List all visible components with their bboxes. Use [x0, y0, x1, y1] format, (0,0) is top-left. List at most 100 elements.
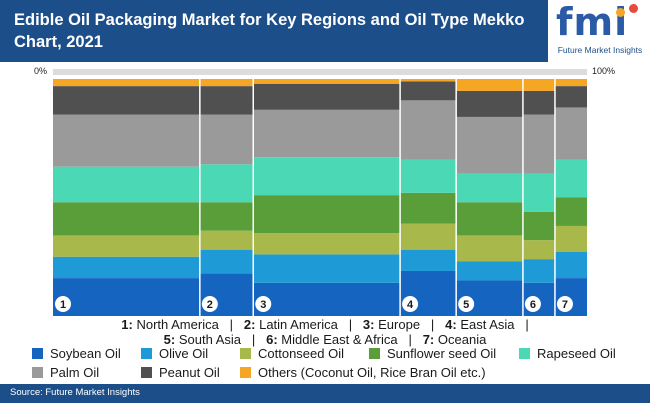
bar-segment-col5-series6 — [456, 116, 523, 174]
bar-segment-col6-series8 — [522, 79, 555, 91]
bar-segment-col1-series3 — [53, 235, 200, 257]
bar-segment-col7-series4 — [554, 197, 587, 226]
scale-start-label: 0% — [34, 66, 48, 76]
region-name-2: Latin America — [259, 317, 338, 332]
column-label-3: 3 — [260, 299, 266, 311]
legend-item-olive: Olive Oil — [141, 347, 208, 361]
legend-item-cottonseed: Cottonseed Oil — [240, 347, 344, 361]
region-num-6: 6 — [266, 332, 274, 347]
bar-segment-col6-series6 — [522, 114, 555, 174]
legend-swatch-olive — [141, 348, 152, 359]
bar-segment-col3-series3 — [253, 233, 401, 255]
logo-dot-orange — [616, 8, 625, 17]
region-name-7: Oceania — [437, 332, 487, 347]
bar-segment-col4-series3 — [400, 223, 457, 250]
region-key-line-2: 5: South Asia | 6: Middle East & Africa … — [163, 332, 487, 347]
bar-segment-col1-series4 — [53, 202, 200, 236]
bar-segment-col4-series4 — [400, 192, 457, 224]
legend-item-others: Others (Coconut Oil, Rice Bran Oil etc.) — [240, 366, 486, 380]
bar-segment-col3-series8 — [253, 79, 401, 84]
region-num-4: 4 — [445, 317, 453, 332]
bar-segment-col5-series2 — [456, 261, 523, 281]
fmi-logo: fmi Future Market Insights — [548, 0, 650, 62]
legend-label-olive: Olive Oil — [159, 346, 209, 361]
column-badge-1 — [55, 296, 71, 312]
bar-segment-col1-series2 — [53, 256, 200, 279]
legend-swatch-others — [240, 367, 251, 378]
scale-bar — [53, 69, 587, 75]
column-badge-7 — [556, 296, 573, 312]
region-name-1: North America — [136, 317, 219, 332]
legend-label-sunflower: Sunflower seed Oil — [387, 346, 497, 361]
bar-segment-col1-series6 — [53, 114, 200, 167]
column-badge-2 — [201, 296, 218, 312]
bar-segment-col1-series7 — [53, 86, 200, 115]
legend-label-peanut: Peanut Oil — [159, 365, 220, 380]
scale-end-label: 100% — [592, 66, 616, 76]
legend-label-palm: Palm Oil — [50, 365, 100, 380]
chart-title: Edible Oil Packaging Market for Key Regi… — [14, 11, 525, 51]
bar-segment-col5-series7 — [456, 90, 523, 117]
legend-swatch-sunflower — [369, 348, 380, 359]
bar-segment-col5-series5 — [456, 173, 523, 203]
bar-segment-col5-series4 — [456, 202, 523, 236]
column-label-4: 4 — [407, 299, 414, 311]
bar-segment-col3-series7 — [253, 83, 401, 110]
legend-item-peanut: Peanut Oil — [141, 366, 220, 380]
bar-segment-col2-series4 — [199, 202, 254, 231]
bar-segment-col2-series5 — [199, 164, 254, 203]
bar-segment-col3-series4 — [253, 195, 401, 234]
bar-segment-col7-series6 — [554, 107, 587, 160]
region-name-5: South Asia — [178, 332, 242, 347]
bar-segment-col6-series3 — [522, 240, 555, 260]
legend-swatch-palm — [32, 367, 43, 378]
region-key-line-1: 1: North America | 2: Latin America | 3:… — [121, 317, 529, 332]
bar-segment-col4-series5 — [400, 159, 457, 193]
bar-segment-col7-series7 — [554, 86, 587, 108]
bar-segment-col1-series8 — [53, 79, 200, 87]
bar-segment-col1-series1 — [53, 278, 200, 316]
column-badge-4 — [402, 296, 419, 312]
column-badge-6 — [524, 296, 541, 312]
bar-segment-col7-series3 — [554, 225, 587, 253]
bar-segment-col7-series8 — [554, 79, 587, 87]
legend-item-soybean: Soybean Oil — [32, 347, 121, 361]
bar-segment-col2-series8 — [199, 79, 254, 87]
region-num-2: 2 — [243, 317, 252, 332]
bar-segment-col6-series7 — [522, 90, 555, 115]
bar-segment-col3-series5 — [253, 157, 401, 196]
bar-segment-col6-series4 — [522, 211, 555, 241]
legend-item-sunflower: Sunflower seed Oil — [369, 347, 496, 361]
bar-segment-col7-series5 — [554, 159, 587, 198]
legend-swatch-soybean — [32, 348, 43, 359]
logo-tagline: Future Market Insights — [557, 45, 643, 55]
bar-segment-col1-series5 — [53, 166, 200, 203]
bar-segment-col5-series8 — [456, 79, 523, 91]
legend-item-rapeseed: Rapeseed Oil — [519, 347, 616, 361]
bar-segment-col5-series3 — [456, 235, 523, 262]
bar-segment-col6-series2 — [522, 259, 555, 283]
legend-item-palm: Palm Oil — [32, 366, 99, 380]
region-num-3: 3 — [362, 317, 371, 332]
column-badge-5 — [458, 296, 475, 312]
bar-segment-col4-series6 — [400, 100, 457, 160]
column-label-5: 5 — [463, 299, 469, 311]
bar-segment-col2-series2 — [199, 249, 254, 274]
logo-dot-red — [629, 4, 638, 13]
region-num-1: 1 — [121, 317, 129, 332]
bar-segment-col2-series7 — [199, 86, 254, 115]
bar-segment-col6-series5 — [522, 173, 555, 212]
bar-segment-col7-series2 — [554, 252, 587, 279]
legend-label-cottonseed: Cottonseed Oil — [258, 346, 344, 361]
legend-swatch-cottonseed — [240, 348, 251, 359]
legend-swatch-rapeseed — [519, 348, 530, 359]
column-label-6: 6 — [530, 299, 536, 311]
region-name-4: East Asia — [460, 317, 515, 332]
bar-segment-col4-series7 — [400, 81, 457, 101]
header-banner: Edible Oil Packaging Market for Key Regi… — [0, 0, 650, 62]
region-num-7: 7 — [422, 332, 430, 347]
bar-segment-col7-series1 — [554, 278, 587, 316]
bar-segment-col3-series2 — [253, 254, 401, 283]
bar-segment-col2-series3 — [199, 230, 254, 250]
